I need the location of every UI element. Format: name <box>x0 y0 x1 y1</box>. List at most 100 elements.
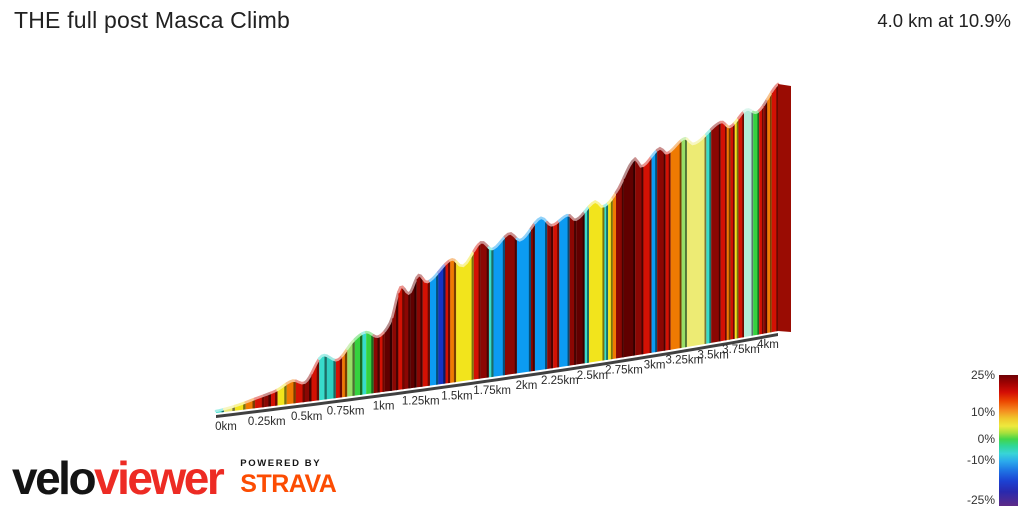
gradient-band <box>559 215 570 368</box>
band-top-bevel <box>719 120 729 127</box>
band-top-bevel <box>397 285 406 294</box>
legend-label: -10% <box>966 453 995 467</box>
band-top-bevel <box>515 227 533 242</box>
band-top-bevel <box>364 330 375 337</box>
x-axis-label: 0km <box>215 421 237 433</box>
gradient-band <box>643 156 652 355</box>
band-side-shade <box>284 383 287 405</box>
band-top-bevel <box>276 382 289 392</box>
band-top-bevel <box>448 257 458 263</box>
band-top-bevel <box>533 216 549 225</box>
x-axis-label: 3km <box>644 360 666 372</box>
band-side-shade <box>514 236 517 374</box>
band-side-shade <box>333 359 336 399</box>
band-side-shade <box>736 118 739 339</box>
band-top-bevel <box>472 241 483 253</box>
x-axis-label: 0.5km <box>291 411 322 423</box>
band-side-shade <box>360 333 363 395</box>
band-side-shade <box>621 177 624 358</box>
band-side-shade <box>551 224 554 369</box>
band-side-shade <box>453 259 457 383</box>
band-side-shade <box>316 358 320 401</box>
x-axis-label: 0.25km <box>248 416 286 428</box>
band-top-bevel <box>557 213 571 223</box>
band-top-bevel <box>587 200 606 208</box>
band-top-bevel <box>409 276 418 294</box>
band-top-bevel <box>574 210 587 221</box>
band-side-shade <box>371 333 374 394</box>
band-top-bevel <box>454 249 476 268</box>
band-top-bevel <box>294 379 307 385</box>
band-side-shade <box>742 111 745 338</box>
legend-label: -25% <box>966 493 995 507</box>
profile-end-face <box>778 84 791 332</box>
band-side-shade <box>478 242 481 379</box>
band-top-bevel <box>685 132 708 146</box>
band-side-shade <box>649 156 652 354</box>
band-side-shade <box>679 140 682 349</box>
band-side-shade <box>532 223 535 372</box>
x-axis-label: 2.25km <box>541 375 579 387</box>
x-axis-label: 2.5km <box>577 370 608 382</box>
band-side-shade <box>324 355 327 400</box>
band-side-shade <box>402 286 405 390</box>
band-side-shade <box>302 382 306 403</box>
x-axis-label: 4km <box>757 339 779 351</box>
band-top-bevel <box>709 120 722 131</box>
band-top-bevel <box>492 235 507 250</box>
band-top-bevel <box>551 219 561 227</box>
gradient-band <box>493 236 505 377</box>
band-top-bevel <box>428 270 440 282</box>
band-top-bevel <box>415 273 425 280</box>
band-side-shade <box>486 245 489 378</box>
band-side-shade <box>757 110 760 335</box>
x-axis-label: 3.75km <box>722 344 760 356</box>
band-top-bevel <box>737 110 746 120</box>
gradient-band <box>623 158 636 358</box>
band-top-bevel <box>214 407 226 413</box>
band-side-shade <box>633 158 636 356</box>
band-top-bevel <box>606 196 615 205</box>
band-side-shade <box>261 395 265 408</box>
gradient-legend-bar <box>999 375 1018 506</box>
veloviewer-logo: veloviewer POWERED BY STRAVA <box>12 452 337 504</box>
strava-wordmark: STRAVA <box>240 469 337 498</box>
band-side-shade <box>545 219 548 370</box>
x-axis-label: 3.25km <box>665 354 703 366</box>
powered-by-strava: POWERED BY STRAVA <box>240 457 337 499</box>
band-top-bevel <box>310 357 321 375</box>
band-side-shade <box>606 203 609 361</box>
band-side-shade <box>502 236 505 376</box>
powered-by-label: POWERED BY <box>240 457 322 469</box>
band-top-bevel <box>403 287 412 296</box>
band-top-bevel <box>317 353 329 360</box>
legend-label: 10% <box>970 405 995 419</box>
band-side-shade <box>443 263 446 384</box>
x-axis-label: 1km <box>373 401 395 413</box>
band-top-bevel <box>244 397 257 404</box>
band-top-bevel <box>757 103 765 112</box>
gradient-band <box>589 201 605 363</box>
x-axis-label: 2km <box>516 380 538 392</box>
band-side-shade <box>491 248 494 378</box>
brand-velo: velo <box>12 452 97 504</box>
band-side-shade <box>389 317 393 392</box>
band-top-bevel <box>655 146 667 155</box>
band-side-shade <box>761 104 764 334</box>
band-side-shade <box>414 277 417 388</box>
legend-label: 25% <box>970 368 995 382</box>
band-side-shade <box>436 272 439 385</box>
legend-label: 0% <box>977 432 995 446</box>
gradient-band <box>534 217 548 371</box>
band-top-bevel <box>340 347 349 358</box>
band-side-shade <box>655 150 658 353</box>
band-side-shade <box>268 392 271 407</box>
band-top-bevel <box>742 108 755 114</box>
band-side-shade <box>582 211 585 364</box>
band-top-bevel <box>353 332 364 341</box>
band-side-shade <box>668 151 671 351</box>
gradient-band <box>670 140 682 350</box>
band-side-shade <box>275 389 278 406</box>
band-side-shade <box>725 123 727 341</box>
band-top-bevel <box>390 290 400 319</box>
